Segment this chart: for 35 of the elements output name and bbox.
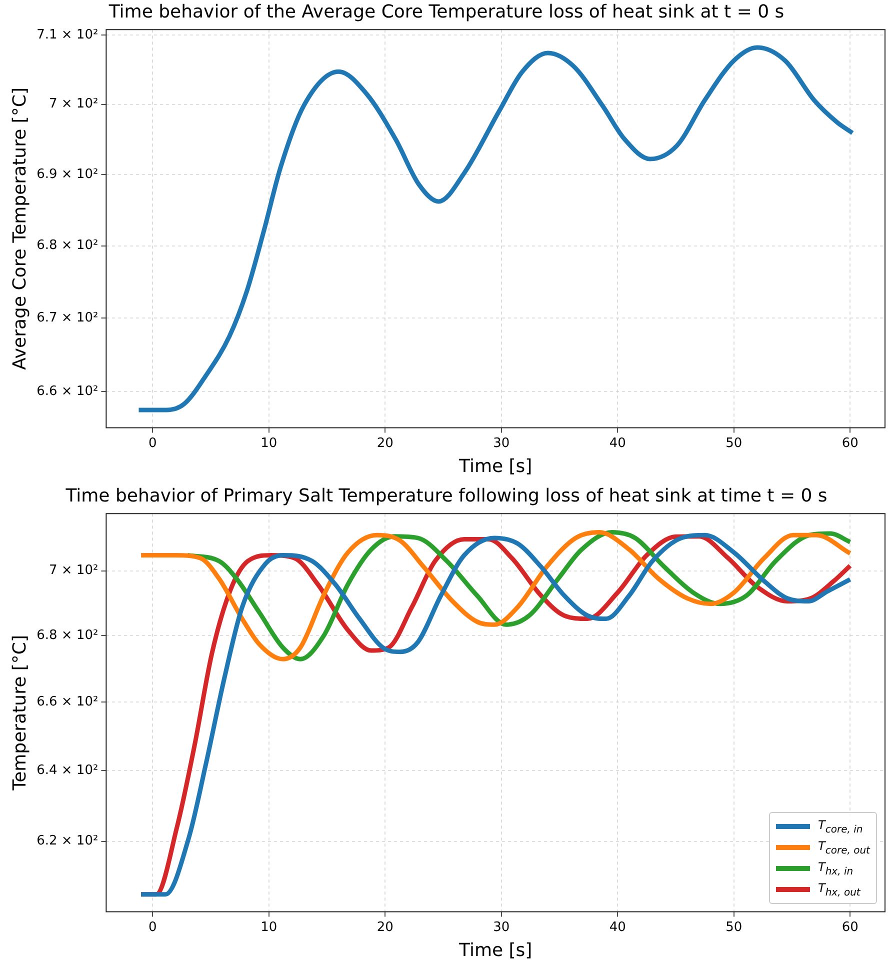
x-tick-label: 20 <box>376 436 394 451</box>
x-tick-label: 50 <box>726 436 742 451</box>
legend-label: T$_{core, out}$ <box>818 838 870 856</box>
x-tick-label: 10 <box>260 436 278 451</box>
chart-title: Time behavior of Primary Salt Temperature following loss of heat sink at time t = 0 s <box>64 485 828 506</box>
x-tick-label: 0 <box>148 436 157 451</box>
y-tick-label: 7.1 × 10² <box>36 27 98 42</box>
y-tick-label: 6.9 × 10² <box>36 166 98 182</box>
legend-label: T$_{hx, in}$ <box>818 860 854 877</box>
x-tick-label: 30 <box>493 436 510 451</box>
legend-label: T$_{hx, out}$ <box>818 880 860 898</box>
x-tick-label: 60 <box>842 436 858 451</box>
x-axis-title: Time [s] <box>458 456 532 477</box>
y-tick-label: 6.6 × 10² <box>36 384 98 399</box>
x-tick-label: 50 <box>726 920 742 935</box>
chart-title: Time behavior of the Average Core Temperature loss of heat sink at t = 0 s <box>108 1 784 22</box>
y-axis-title: Average Core Temperature [°C] <box>9 88 30 370</box>
y-tick-label: 6.8 × 10² <box>36 628 98 643</box>
legend-label: T$_{core, in}$ <box>818 818 863 835</box>
y-axis-title: Temperature [°C] <box>9 635 30 792</box>
y-tick-label: 6.7 × 10² <box>36 310 98 326</box>
x-tick-label: 30 <box>493 920 510 935</box>
y-tick-label: 7 × 10² <box>48 563 98 578</box>
x-tick-label: 40 <box>609 436 626 451</box>
x-axis-title: Time [s] <box>458 940 532 961</box>
y-tick-label: 6.2 × 10² <box>36 834 98 849</box>
x-tick-label: 60 <box>842 920 858 935</box>
y-tick-label: 6.6 × 10² <box>36 694 98 710</box>
x-tick-label: 10 <box>260 920 278 935</box>
x-tick-label: 20 <box>376 920 394 935</box>
y-tick-label: 6.4 × 10² <box>36 762 98 778</box>
x-tick-label: 40 <box>609 920 626 935</box>
y-tick-label: 7 × 10² <box>48 96 98 112</box>
x-tick-label: 0 <box>148 920 157 935</box>
y-tick-label: 6.8 × 10² <box>36 238 98 254</box>
